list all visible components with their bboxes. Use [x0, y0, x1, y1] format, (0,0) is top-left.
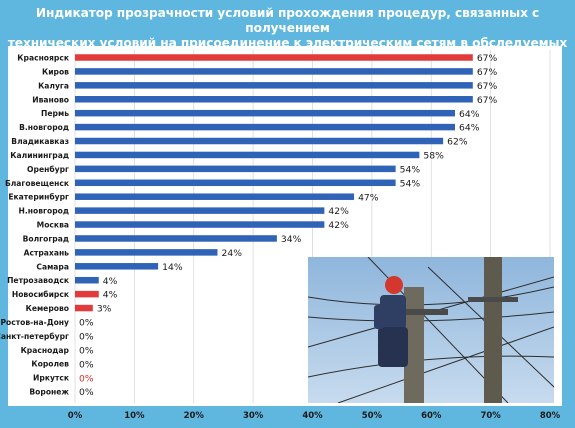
- category-label: Благовещенск: [5, 179, 70, 188]
- x-tick-label: 10%: [124, 411, 145, 421]
- category-label: Санкт-петербург: [0, 332, 69, 341]
- category-label: Красноярск: [17, 54, 70, 63]
- x-tick-label: 0%: [68, 411, 83, 421]
- category-label: Астрахань: [24, 248, 70, 257]
- data-label: 0%: [79, 373, 94, 384]
- category-label: Иваново: [32, 95, 69, 104]
- data-label: 42%: [328, 220, 349, 231]
- data-label: 14%: [162, 262, 183, 273]
- x-tick-label: 40%: [302, 411, 323, 421]
- x-tick-label: 20%: [184, 411, 205, 421]
- data-label: 67%: [477, 67, 498, 78]
- data-label: 0%: [79, 387, 94, 398]
- bar: [75, 109, 455, 117]
- category-label: Новосибирск: [12, 290, 70, 299]
- data-label: 64%: [459, 109, 480, 120]
- category-label: Оренбург: [27, 165, 69, 174]
- bar: [75, 249, 218, 256]
- data-label: 67%: [477, 53, 498, 64]
- category-label: Москва: [37, 221, 69, 230]
- lineman-on-power-pole-photo: [308, 257, 554, 403]
- data-label: 42%: [328, 206, 349, 217]
- bars: [75, 54, 473, 312]
- category-label: Краснодар: [21, 346, 70, 355]
- bar: [75, 179, 396, 187]
- data-label: 67%: [477, 81, 498, 92]
- bar: [75, 221, 325, 228]
- x-tick-label: 80%: [540, 411, 561, 421]
- value-labels: 67%67%67%67%64%64%62%58%54%54%47%42%42%3…: [79, 53, 498, 398]
- data-label: 3%: [97, 304, 112, 315]
- bar: [75, 68, 473, 75]
- category-label: Екатеринбург: [8, 193, 69, 202]
- category-label: Королев: [31, 360, 69, 369]
- bar: [75, 290, 99, 298]
- bar: [75, 304, 93, 312]
- data-label: 0%: [79, 318, 94, 329]
- data-label: 4%: [103, 290, 118, 301]
- category-label: Калининград: [10, 151, 69, 160]
- category-label: Иркутск: [33, 374, 70, 383]
- category-labels: Красноярск Киров Калуга Иваново Пермь В.новго…: [0, 54, 70, 397]
- bar: [75, 137, 444, 145]
- data-label: 54%: [400, 164, 421, 175]
- category-label: Кемерово: [26, 304, 69, 313]
- x-axis-tick-labels: 0% 10% 20% 30% 40% 50% 60% 70% 80%: [68, 411, 561, 421]
- bar: [75, 263, 159, 270]
- bar: [75, 276, 99, 284]
- data-label: 4%: [103, 276, 118, 287]
- bar: [75, 123, 455, 131]
- data-label: 0%: [79, 359, 94, 370]
- data-label: 0%: [79, 332, 94, 343]
- x-tick-label: 70%: [480, 411, 501, 421]
- category-label: Киров: [42, 67, 69, 76]
- bar: [75, 193, 355, 200]
- category-label: Самара: [36, 262, 69, 271]
- x-tick-label: 60%: [421, 411, 442, 421]
- category-label: Ростов-на-Дону: [0, 318, 69, 327]
- data-label: 47%: [358, 192, 379, 203]
- category-label: Н.новгород: [19, 207, 69, 216]
- data-label: 24%: [222, 248, 243, 259]
- category-label: Калуга: [38, 81, 69, 90]
- data-label: 54%: [400, 178, 421, 189]
- category-label: Волгоград: [23, 234, 69, 243]
- category-label: Петрозаводск: [7, 276, 70, 285]
- category-label: Пермь: [41, 109, 69, 118]
- bar: [75, 151, 420, 159]
- data-label: 58%: [423, 151, 444, 162]
- bar: [75, 207, 325, 214]
- data-label: 64%: [459, 123, 480, 134]
- category-label: Владикавказ: [11, 137, 69, 146]
- data-label: 34%: [281, 234, 302, 245]
- data-label: 0%: [79, 345, 94, 356]
- data-label: 67%: [477, 95, 498, 106]
- category-label: Воронеж: [29, 388, 69, 397]
- bar: [75, 82, 473, 89]
- x-tick-label: 30%: [243, 411, 264, 421]
- bar: [75, 165, 396, 173]
- x-tick-label: 50%: [362, 411, 383, 421]
- bar: [75, 235, 277, 242]
- category-label: В.новгород: [19, 123, 69, 132]
- chart-title-line-1: Индикатор прозрачности условий прохожден…: [35, 6, 540, 35]
- bar: [75, 54, 473, 61]
- data-label: 62%: [447, 137, 468, 148]
- bar: [75, 96, 473, 103]
